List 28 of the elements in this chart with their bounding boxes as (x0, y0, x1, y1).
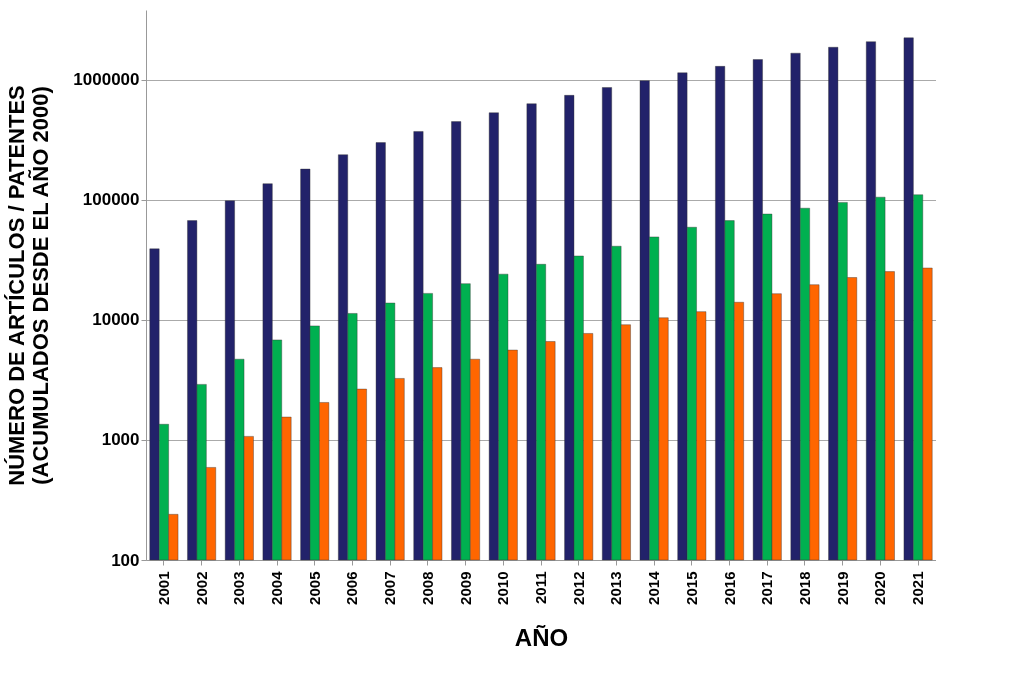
y-tick-label: 1000 (101, 430, 140, 450)
x-tick-label: 2008 (418, 571, 436, 605)
x-tick-label: 2002 (192, 571, 210, 605)
x-tick-label: 2016 (720, 571, 738, 605)
x-tick-label: 2011 (532, 571, 549, 605)
x-axis-title: AÑO (514, 623, 569, 651)
y-axis-title: NÚMERO DE ARTÍCULOS / PATENTES (ACUMULADOS DESDE EL AÑO 2000) (4, 85, 54, 486)
x-tick-label: 2012 (569, 571, 587, 605)
y-tick-label: 100 (111, 550, 140, 570)
x-tick-label: 2013 (607, 571, 625, 605)
x-tick-label: 2009 (456, 571, 474, 605)
x-tick-label: 2014 (645, 570, 663, 605)
x-tick-label: 2005 (305, 571, 323, 605)
x-tick-label: 2021 (909, 571, 927, 605)
x-tick-label: 2006 (343, 571, 361, 605)
y-tick-label: 1000000 (73, 70, 140, 90)
x-tick-label: 2017 (758, 571, 776, 605)
x-tick-label: 2001 (154, 571, 172, 605)
x-tick-label: 2020 (871, 571, 889, 605)
y-tick-label: 100000 (82, 190, 140, 210)
x-tick-label: 2018 (795, 571, 813, 605)
x-tick-label: 2015 (682, 571, 700, 605)
x-tick-label: 2019 (833, 571, 851, 605)
x-tick-label: 2004 (268, 570, 286, 605)
x-tick-label: 2007 (381, 571, 399, 605)
y-tick-label: 10000 (92, 310, 140, 330)
x-tick-label: 2003 (230, 571, 248, 605)
x-tick-label: 2010 (494, 571, 512, 605)
